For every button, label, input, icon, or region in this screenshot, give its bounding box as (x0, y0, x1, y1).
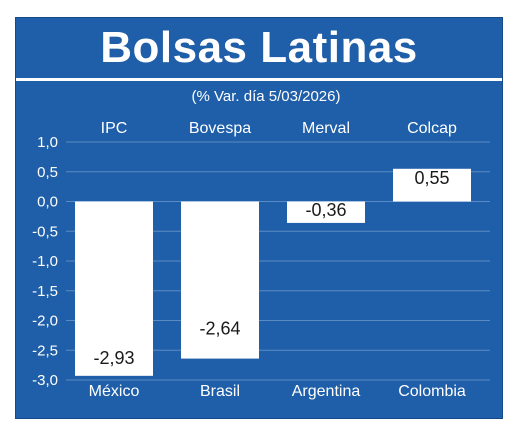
chart-subtitle: (% Var. día 5/03/2026) (192, 88, 341, 105)
bar-2 (287, 201, 365, 223)
y-tick-label: -2,5 (32, 342, 58, 359)
data-label: 0,55 (414, 168, 449, 188)
y-tick-label: -2,0 (32, 313, 58, 330)
y-tick-label: -0,5 (32, 223, 58, 240)
bar-0 (75, 201, 153, 376)
index-name-label: IPC (101, 120, 128, 137)
y-tick-label: 0,5 (37, 164, 58, 181)
index-name-label: Colcap (407, 120, 457, 137)
y-tick-label: -1,5 (32, 283, 58, 300)
data-label: -2,64 (199, 319, 240, 339)
x-tick-label: Colombia (398, 383, 466, 400)
data-label: -0,36 (305, 200, 346, 220)
bar-3 (393, 168, 471, 202)
y-tick-label: -3,0 (32, 372, 58, 389)
x-tick-label: Argentina (292, 383, 361, 400)
chart-title: Bolsas Latinas (100, 23, 418, 72)
data-label: -2,93 (93, 348, 134, 368)
x-tick-label: México (89, 383, 140, 400)
y-tick-label: -1,0 (32, 253, 58, 270)
y-tick-label: 1,0 (37, 134, 58, 151)
index-name-label: Bovespa (189, 120, 251, 137)
bar-1 (181, 201, 259, 359)
index-name-label: Merval (302, 120, 350, 137)
y-tick-label: 0,0 (37, 194, 58, 211)
x-tick-label: Brasil (200, 383, 240, 400)
title-separator (16, 78, 502, 81)
